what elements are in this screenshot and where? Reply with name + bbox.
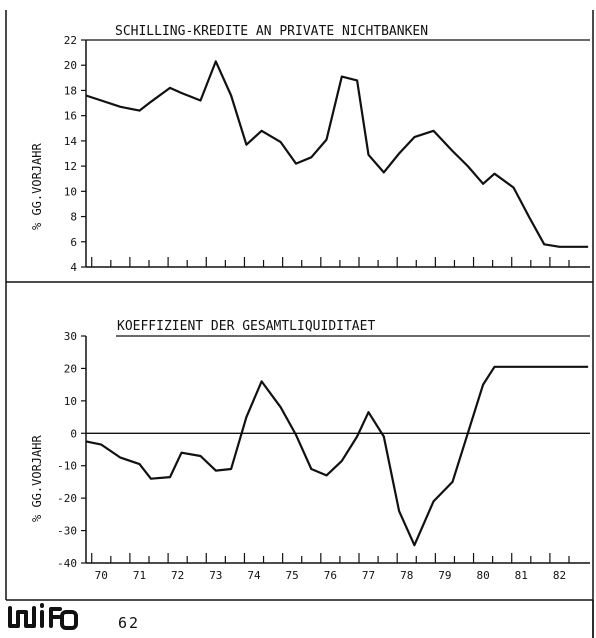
top-chart-axes: 4 6 8 10 12 14 16 18 20 22 [64, 34, 590, 274]
top-chart-ylabel: % GG.VORJAHR [30, 143, 44, 230]
bottom-x-tick-label: 79 [438, 569, 451, 582]
liquidity-coefficient-chart: KOEFFIZIENT DER GESAMTLIQUIDITAET % GG.V… [30, 319, 590, 582]
bottom-y-tick-label: 20 [64, 362, 77, 375]
top-y-tick-label: 4 [70, 261, 77, 274]
bottom-y-tick-label: -40 [57, 557, 77, 570]
page-number: 62 [118, 614, 141, 632]
top-y-tick-label: 6 [70, 236, 77, 249]
bottom-y-tick-label: 10 [64, 395, 77, 408]
bottom-x-tick-label: 73 [209, 569, 222, 582]
bottom-series-line [85, 365, 589, 547]
bottom-y-tick-label: 30 [64, 330, 77, 343]
bottom-chart-ylabel: % GG.VORJAHR [30, 435, 44, 522]
bottom-x-tick-label: 75 [286, 569, 299, 582]
bottom-x-tick-label: 70 [95, 569, 108, 582]
bottom-x-tick-label: 81 [515, 569, 528, 582]
top-y-tick-label: 22 [64, 34, 77, 47]
top-y-tick-label: 8 [70, 211, 77, 224]
bottom-y-tick-label: 0 [70, 427, 77, 440]
top-y-tick-label: 14 [64, 135, 78, 148]
top-y-tick-label: 20 [64, 59, 77, 72]
top-y-tick-label: 12 [64, 160, 77, 173]
bottom-chart-series [85, 365, 589, 547]
bottom-x-tick-label: 82 [553, 569, 566, 582]
wifo-logo [8, 603, 78, 630]
credit-growth-chart: SCHILLING-KREDITE AN PRIVATE NICHTBANKEN… [30, 24, 590, 274]
bottom-y-tick-label: -20 [57, 492, 77, 505]
bottom-x-tick-label: 80 [476, 569, 489, 582]
bottom-y-tick-label: -30 [57, 525, 77, 538]
bottom-x-tick-label: 71 [133, 569, 146, 582]
bottom-x-tick-label: 74 [247, 569, 261, 582]
bottom-chart-title: KOEFFIZIENT DER GESAMTLIQUIDITAET [117, 319, 375, 334]
bottom-x-tick-label: 77 [362, 569, 375, 582]
top-chart-series [85, 60, 589, 248]
top-y-tick-label: 16 [64, 110, 77, 123]
bottom-chart-axes: -40 -30 -20 -10 0 10 20 30 70 71 72 73 74 75 76 77 78 79 8… [57, 330, 590, 582]
bottom-x-tick-label: 78 [400, 569, 413, 582]
bottom-x-tick-label: 72 [171, 569, 184, 582]
top-chart-title: SCHILLING-KREDITE AN PRIVATE NICHTBANKEN [115, 24, 428, 39]
top-y-tick-label: 10 [64, 185, 77, 198]
top-series-line [85, 60, 589, 248]
top-y-tick-label: 18 [64, 84, 77, 97]
bottom-x-tick-label: 76 [324, 569, 337, 582]
bottom-y-tick-label: -10 [57, 460, 77, 473]
